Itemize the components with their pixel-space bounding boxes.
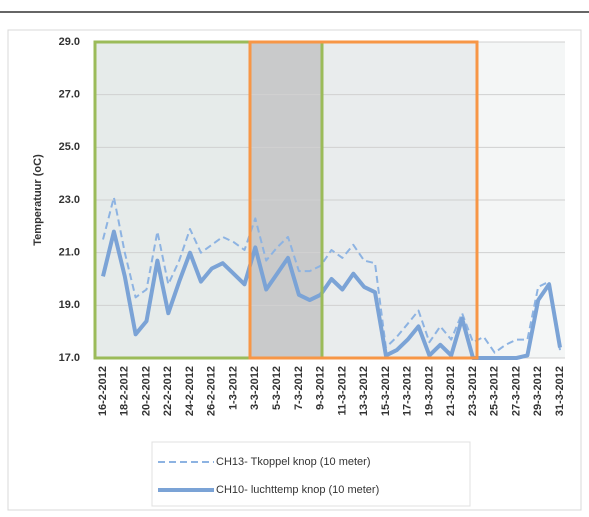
x-tick-label: 9-3-2012 <box>315 366 327 410</box>
x-tick-label: 19-3-2012 <box>423 366 435 416</box>
x-tick-label: 26-2-2012 <box>206 366 218 416</box>
x-tick-label: 31-3-2012 <box>554 366 566 416</box>
x-tick-label: 20-2-2012 <box>140 366 152 416</box>
x-tick-label: 3-3-2012 <box>249 366 261 410</box>
period-box <box>248 40 479 360</box>
series <box>101 196 562 360</box>
y-axis-title: Temperatuur (oC) <box>32 154 44 246</box>
x-tick-label: 24-2-2012 <box>184 366 196 416</box>
y-tick-label: 27.0 <box>59 89 80 101</box>
x-tick-label: 7-3-2012 <box>293 366 305 410</box>
y-tick-label: 19.0 <box>59 299 80 311</box>
y-tick-label: 17.0 <box>59 352 80 364</box>
x-tick-label: 17-3-2012 <box>402 366 414 416</box>
x-tick-label: 11-3-2012 <box>336 366 348 416</box>
x-tick-label: 15-3-2012 <box>380 366 392 416</box>
x-tick-label: 22-2-2012 <box>162 366 174 416</box>
x-tick-label: 16-2-2012 <box>97 366 109 416</box>
period-box <box>93 40 324 360</box>
x-tick-label: 13-3-2012 <box>358 366 370 416</box>
x-tick-label: 27-3-2012 <box>510 366 522 416</box>
legend <box>151 441 471 507</box>
x-tick-label: 25-3-2012 <box>489 366 501 416</box>
y-tick-label: 25.0 <box>59 141 80 153</box>
x-tick-label: 18-2-2012 <box>119 366 131 416</box>
legend-label: CH13- Tkoppel knop (10 meter) <box>216 456 370 468</box>
x-tick-label: 1-3-2012 <box>227 366 239 410</box>
axis-labels: 17.0 19.0 21.0 23.0 25.0 27.0 29.0 16-2-2012 18-… <box>59 36 566 416</box>
x-tick-label: 23-3-2012 <box>467 366 479 416</box>
x-tick-label: 29-3-2012 <box>532 366 544 416</box>
series-line <box>102 196 561 354</box>
y-tick-label: 21.0 <box>59 247 80 259</box>
series-line <box>101 229 562 360</box>
x-tick-label: 21-3-2012 <box>445 366 457 416</box>
y-tick-label: 29.0 <box>59 36 80 48</box>
x-tick-label: 5-3-2012 <box>271 366 283 410</box>
y-tick-label: 23.0 <box>59 194 80 206</box>
legend-items: CH13- Tkoppel knop (10 meter) CH10- lucht… <box>158 456 379 496</box>
legend-label: CH10- luchttemp knop (10 meter) <box>216 484 379 496</box>
